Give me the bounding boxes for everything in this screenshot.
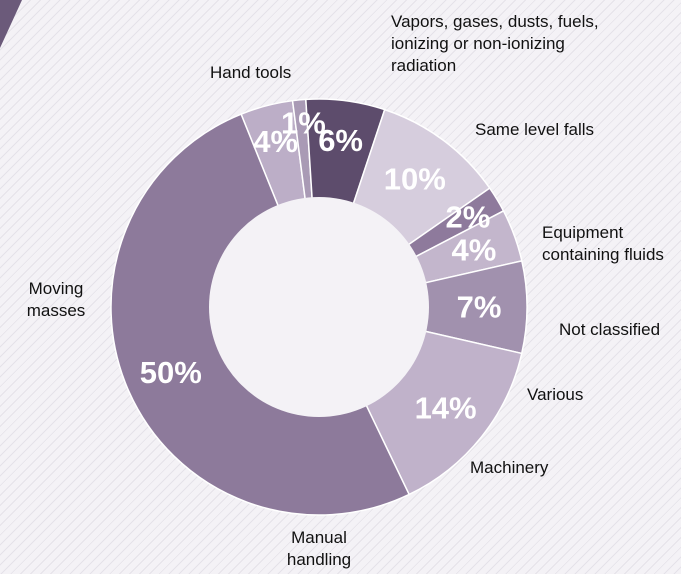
category-label-line: radiation <box>391 56 457 75</box>
category-label-line: Manual <box>291 528 347 547</box>
donut-hole <box>209 197 429 417</box>
category-label: Hand tools <box>210 62 291 84</box>
category-label: Moving masses <box>27 278 86 322</box>
corner-accent <box>0 0 22 48</box>
category-label-line: containing fluids <box>542 245 664 264</box>
slice-value-label: 50% <box>140 355 202 390</box>
slice-value-label: 2% <box>445 199 490 234</box>
category-label-line: handling <box>286 550 352 569</box>
category-label-line: Various <box>527 385 584 404</box>
category-label-line: ionizing or non-ionizing <box>391 34 565 53</box>
slice-value-label: 4% <box>451 233 496 268</box>
category-label-line: Machinery <box>470 458 549 477</box>
slice-value-label: 6% <box>318 123 363 158</box>
category-label: Not classified <box>559 319 660 341</box>
category-label-line: Same level falls <box>475 120 595 139</box>
category-label-line: Equipment <box>542 223 624 242</box>
category-label: Machinery <box>470 457 548 479</box>
category-label-line: Moving <box>28 279 84 298</box>
slice-value-label: 1% <box>281 105 326 140</box>
category-label: Same level falls <box>475 119 594 141</box>
category-label: Various <box>527 384 583 406</box>
category-label: Manual handling <box>287 527 351 571</box>
category-label-line: masses <box>26 301 86 320</box>
category-label-line: Vapors, gases, dusts, fuels, <box>391 12 599 31</box>
category-label: Equipment containing fluids <box>542 222 664 266</box>
category-label-line: Hand tools <box>210 63 292 82</box>
slice-value-label: 14% <box>415 391 477 426</box>
category-label-line: Not classified <box>559 320 661 339</box>
slice-value-label: 10% <box>384 161 446 196</box>
slice-value-label: 7% <box>457 290 502 325</box>
category-label: Vapors, gases, dusts, fuels, ionizing or … <box>391 11 599 77</box>
slice-value-label: 4% <box>253 124 298 159</box>
